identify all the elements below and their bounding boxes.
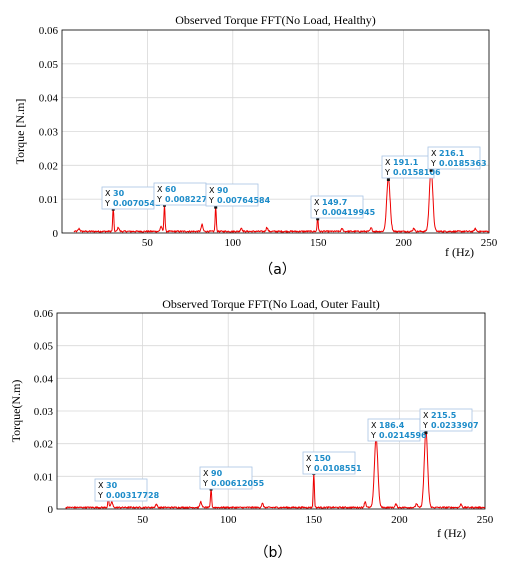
y-tick-label: 0.01 xyxy=(34,471,53,483)
datatip-x-key: X xyxy=(105,189,111,198)
datatip-y-value: 0.00612055 xyxy=(211,479,265,488)
chart-title: Observed Torque FFT(No Load, Healthy) xyxy=(175,13,376,27)
y-tick-label: 0.01 xyxy=(39,194,58,206)
datatip-x-key: X xyxy=(371,421,377,430)
y-tick-label: 0.05 xyxy=(34,341,54,353)
x-tick-label: 50 xyxy=(137,514,149,526)
x-tick-label: 250 xyxy=(481,237,498,249)
datatip-y-value: 0.0158106 xyxy=(393,168,441,177)
spectrum-series-line xyxy=(73,169,490,233)
datatip-box xyxy=(310,195,364,219)
datatip-x-value: 90 xyxy=(211,469,223,478)
plot-frame xyxy=(61,29,490,234)
datatip-x-value: 30 xyxy=(113,189,125,198)
datatip-y-value: 0.00317728 xyxy=(106,491,160,500)
x-tick-label: 50 xyxy=(142,237,154,249)
subfigure-caption: （b） xyxy=(255,545,292,561)
datatip-y-value: 0.00764584 xyxy=(217,196,271,205)
datatip-y-key: Y xyxy=(202,479,208,488)
datatip-x-value: 90 xyxy=(217,186,229,195)
y-tick-label: 0.02 xyxy=(34,439,53,451)
peak-marker xyxy=(386,178,390,182)
datatip-y-key: Y xyxy=(370,431,376,440)
datatip-y-key: Y xyxy=(313,208,319,217)
datatip-x-key: X xyxy=(423,411,429,420)
y-tick-label: 0.02 xyxy=(39,160,58,172)
peak-marker xyxy=(214,205,218,209)
x-tick-label: 100 xyxy=(225,237,242,249)
datatip-y-value: 0.00822757 xyxy=(165,195,218,204)
x-tick-label: 200 xyxy=(395,237,412,249)
datatip-y-key: Y xyxy=(305,464,311,473)
datatip-x-value: 30 xyxy=(106,481,118,490)
datatip-x-value: 191.1 xyxy=(393,158,419,167)
datatip-y-value: 0.0214596 xyxy=(379,431,427,440)
x-tick-label: 200 xyxy=(391,514,408,526)
subfigure-caption: （a） xyxy=(259,262,296,278)
peak-marker xyxy=(429,168,433,172)
peak-marker xyxy=(424,431,428,435)
x-tick-label: 250 xyxy=(477,514,494,526)
datatip-x-key: X xyxy=(157,185,163,194)
datatip-x-key: X xyxy=(98,481,104,490)
datatip-x-value: 150 xyxy=(314,454,331,463)
chart-0: 0 0.01 0.02 0.03 0.04 0.05 0.06 50 100 150 200 250 O… xyxy=(13,13,498,278)
datatip-y-key: Y xyxy=(208,196,214,205)
datatip-x-value: 186.4 xyxy=(379,421,405,430)
y-axis-label: Torque(N.m) xyxy=(9,380,23,443)
datatip-x-value: 60 xyxy=(165,185,177,194)
peak-marker xyxy=(316,217,320,221)
x-axis-label: f (Hz) xyxy=(437,526,466,540)
chart-title: Observed Torque FFT(No Load, Outer Fault… xyxy=(162,297,380,311)
y-tick-label: 0.04 xyxy=(39,93,59,105)
datatip-y-value: 0.00705414 xyxy=(113,199,167,208)
datatip-box xyxy=(419,408,473,432)
datatip-y-key: Y xyxy=(156,195,162,204)
datatip-y-value: 0.0108551 xyxy=(314,464,362,473)
datatip-y-key: Y xyxy=(104,199,110,208)
datatip-x-value: 216.1 xyxy=(439,149,465,158)
datatip-y-value: 0.0185363 xyxy=(439,159,487,168)
y-tick-label: 0.03 xyxy=(34,406,54,418)
y-tick-label: 0.05 xyxy=(39,59,59,71)
datatip-x-key: X xyxy=(209,186,215,195)
datatip-x-key: X xyxy=(314,198,320,207)
y-axis-label: Torque [N.m] xyxy=(13,99,27,165)
datatip-box xyxy=(94,478,148,502)
x-tick-label: 100 xyxy=(220,514,237,526)
y-tick-label: 0.04 xyxy=(34,373,54,385)
chart-1: 0 0.01 0.02 0.03 0.04 0.05 0.06 50 100 150 200 250 O… xyxy=(9,297,494,561)
y-tick-label: 0.06 xyxy=(34,308,54,320)
datatip-y-value: 0.0233907 xyxy=(431,421,479,430)
plot-frame xyxy=(56,312,486,510)
y-tick-label: 0.06 xyxy=(39,25,59,37)
x-tick-label: 150 xyxy=(306,514,323,526)
x-axis-label: f (Hz) xyxy=(445,245,474,259)
spectrum-series-line xyxy=(65,430,486,509)
datatip-box xyxy=(205,183,259,207)
datatip-y-key: Y xyxy=(430,159,436,168)
datatip-y-key: Y xyxy=(384,168,390,177)
datatip-box xyxy=(199,466,253,490)
datatip-x-key: X xyxy=(385,158,391,167)
y-tick-label: 0 xyxy=(48,504,54,516)
x-tick-label: 150 xyxy=(310,237,327,249)
datatip-x-key: X xyxy=(306,454,312,463)
y-tick-label: 0.03 xyxy=(39,127,59,139)
datatip-x-key: X xyxy=(203,469,209,478)
datatip-y-key: Y xyxy=(97,491,103,500)
y-tick-label: 0 xyxy=(53,228,59,240)
datatip-x-key: X xyxy=(431,149,437,158)
datatip-x-value: 215.5 xyxy=(431,411,457,420)
datatip-box xyxy=(427,146,481,170)
datatip-y-key: Y xyxy=(422,421,428,430)
datatip-box xyxy=(302,451,356,475)
datatip-y-value: 0.00419945 xyxy=(322,208,376,217)
datatip-x-value: 149.7 xyxy=(322,198,347,207)
